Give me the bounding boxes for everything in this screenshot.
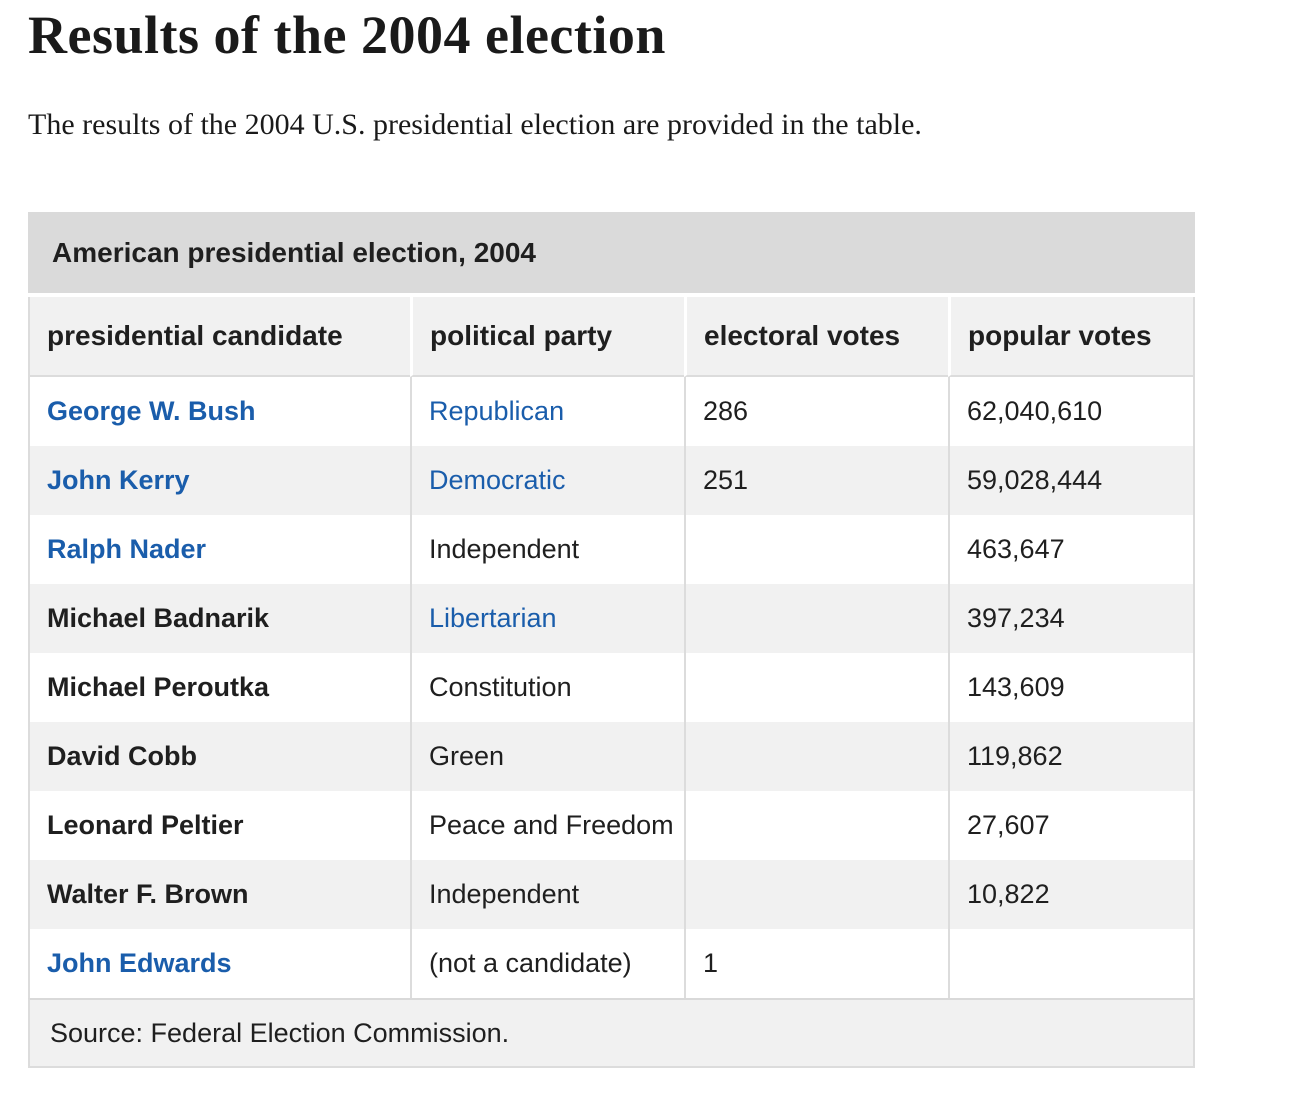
column-header-electoral: electoral votes	[684, 297, 948, 377]
candidate-name: Walter F. Brown	[47, 879, 249, 909]
party-cell: Peace and Freedom	[410, 791, 684, 860]
candidate-link[interactable]: John Edwards	[47, 948, 232, 978]
party-link[interactable]: Democratic	[429, 465, 566, 495]
page-title: Results of the 2004 election	[28, 5, 666, 65]
popular-cell	[948, 929, 1195, 998]
candidate-cell: Walter F. Brown	[28, 860, 410, 929]
popular-cell: 463,647	[948, 515, 1195, 584]
data-table: presidential candidate political party e…	[28, 297, 1195, 998]
electoral-cell	[684, 515, 948, 584]
party-cell: (not a candidate)	[410, 929, 684, 998]
column-header-party: political party	[410, 297, 684, 377]
party-name: Independent	[429, 879, 580, 909]
candidate-link[interactable]: Ralph Nader	[47, 534, 207, 564]
candidate-link[interactable]: George W. Bush	[47, 396, 256, 426]
party-name: Independent	[429, 534, 580, 564]
party-cell: Libertarian	[410, 584, 684, 653]
party-cell: Green	[410, 722, 684, 791]
popular-cell: 10,822	[948, 860, 1195, 929]
table-row: David Cobb Green 119,862	[28, 722, 1195, 791]
party-name: Constitution	[429, 672, 572, 702]
candidate-link[interactable]: John Kerry	[47, 465, 190, 495]
party-name: (not a candidate)	[429, 948, 632, 978]
party-link[interactable]: Libertarian	[429, 603, 557, 633]
electoral-cell: 286	[684, 377, 948, 446]
electoral-cell: 251	[684, 446, 948, 515]
column-header-candidate: presidential candidate	[28, 297, 410, 377]
popular-cell: 143,609	[948, 653, 1195, 722]
electoral-cell	[684, 722, 948, 791]
table-row: Ralph Nader Independent 463,647	[28, 515, 1195, 584]
candidate-name: Michael Badnarik	[47, 603, 270, 633]
candidate-cell: David Cobb	[28, 722, 410, 791]
party-cell: Independent	[410, 860, 684, 929]
table-source: Source: Federal Election Commission.	[28, 998, 1195, 1068]
candidate-cell: Leonard Peltier	[28, 791, 410, 860]
party-link[interactable]: Republican	[429, 396, 565, 426]
table-row: Leonard Peltier Peace and Freedom 27,607	[28, 791, 1195, 860]
electoral-cell: 1	[684, 929, 948, 998]
table-row: Michael Peroutka Constitution 143,609	[28, 653, 1195, 722]
candidate-cell: George W. Bush	[28, 377, 410, 446]
table-row: Walter F. Brown Independent 10,822	[28, 860, 1195, 929]
party-cell: Republican	[410, 377, 684, 446]
table-row: John Kerry Democratic 251 59,028,444	[28, 446, 1195, 515]
party-cell: Independent	[410, 515, 684, 584]
candidate-name: Leonard Peltier	[47, 810, 244, 840]
table-caption: American presidential election, 2004	[28, 212, 1195, 293]
candidate-cell: John Kerry	[28, 446, 410, 515]
table-row: John Edwards (not a candidate) 1	[28, 929, 1195, 998]
party-name: Peace and Freedom	[429, 810, 674, 840]
table-row: George W. Bush Republican 286 62,040,610	[28, 377, 1195, 446]
party-cell: Constitution	[410, 653, 684, 722]
party-name: Green	[429, 741, 505, 771]
intro-paragraph: The results of the 2004 U.S. presidentia…	[28, 108, 922, 141]
electoral-cell	[684, 791, 948, 860]
popular-cell: 119,862	[948, 722, 1195, 791]
candidate-cell: Michael Badnarik	[28, 584, 410, 653]
table-row: Michael Badnarik Libertarian 397,234	[28, 584, 1195, 653]
column-header-popular: popular votes	[948, 297, 1195, 377]
popular-cell: 397,234	[948, 584, 1195, 653]
candidate-name: Michael Peroutka	[47, 672, 270, 702]
popular-cell: 62,040,610	[948, 377, 1195, 446]
candidate-cell: Michael Peroutka	[28, 653, 410, 722]
popular-cell: 59,028,444	[948, 446, 1195, 515]
electoral-cell	[684, 584, 948, 653]
candidate-cell: Ralph Nader	[28, 515, 410, 584]
candidate-name: David Cobb	[47, 741, 198, 771]
article-content: Results of the 2004 election The results…	[28, 5, 1195, 1068]
electoral-cell	[684, 653, 948, 722]
electoral-cell	[684, 860, 948, 929]
election-results-table: American presidential election, 2004 pre…	[28, 212, 1195, 1068]
candidate-cell: John Edwards	[28, 929, 410, 998]
party-cell: Democratic	[410, 446, 684, 515]
table-header-row: presidential candidate political party e…	[28, 297, 1195, 377]
popular-cell: 27,607	[948, 791, 1195, 860]
